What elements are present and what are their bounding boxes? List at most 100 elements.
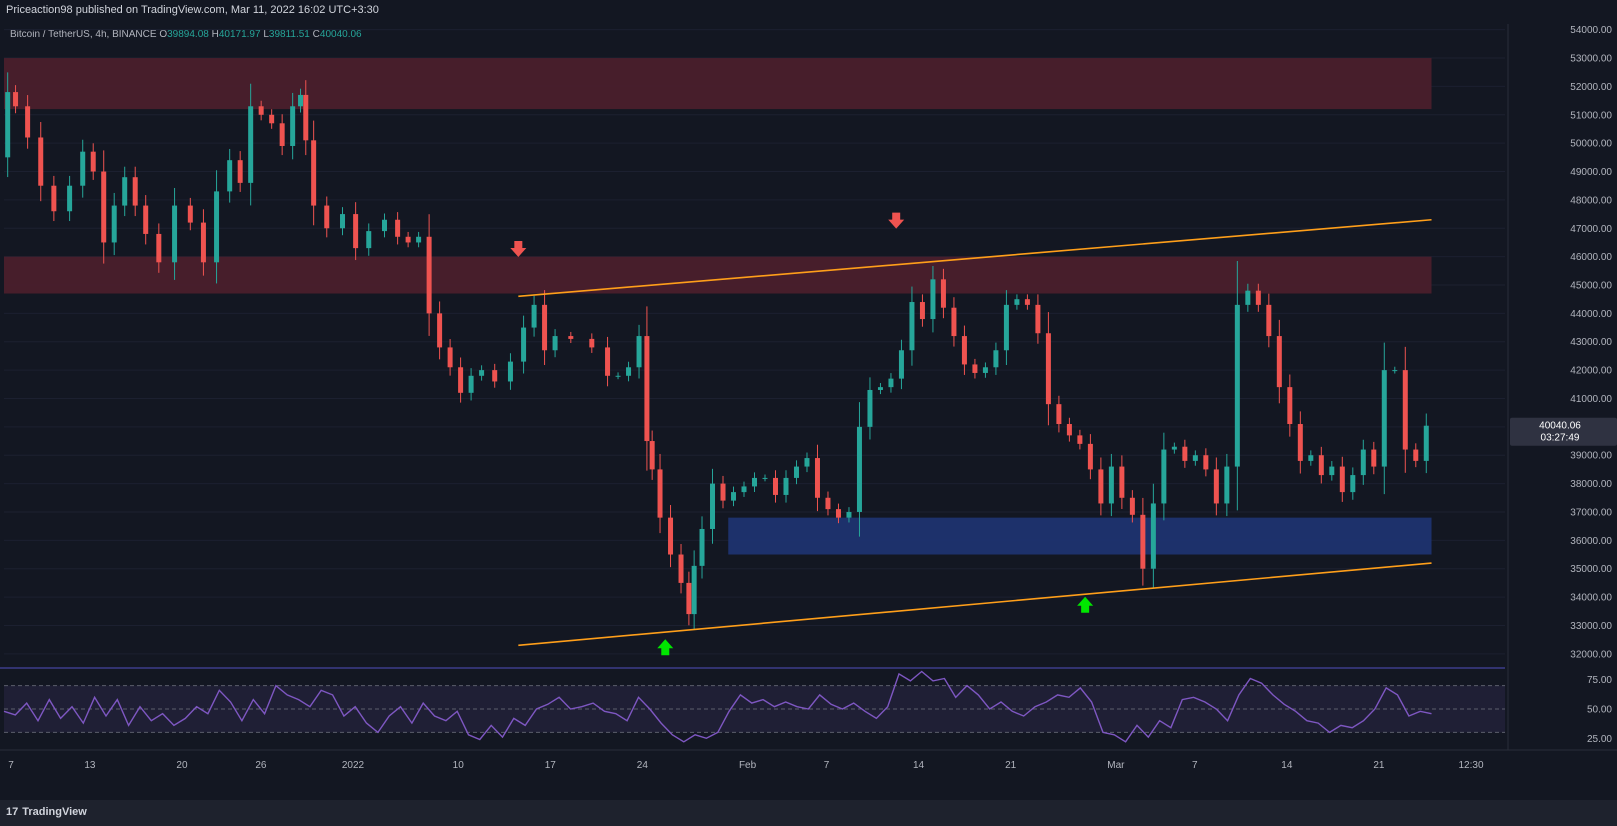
publish-header: Priceaction98 published on TradingView.c… [0,0,1617,24]
candle-body [458,367,464,393]
candle-body [1371,449,1377,467]
candle-body [720,483,726,501]
candle-body [80,151,86,186]
candle-body [568,336,574,339]
rsi-tick-label: 25.00 [1587,734,1612,745]
candle-body [783,477,789,495]
candle-body [90,151,96,172]
candle-body [101,171,107,243]
candle-body [1140,514,1146,569]
symbol-name[interactable]: Bitcoin / TetherUS, 4h, BINANCE [10,29,157,40]
time-tick-label: 21 [1373,760,1385,771]
low-label: L [263,29,269,40]
candle-body [1014,299,1020,305]
time-tick-label: 7 [1192,760,1198,771]
price-tick-label: 35000.00 [1570,564,1612,575]
price-axis-bg [1508,24,1617,750]
price-tick-label: 36000.00 [1570,536,1612,547]
candle-body [1087,443,1093,470]
candle-body [1287,387,1293,425]
candle-body [846,511,852,518]
arrow-down-icon [510,240,527,257]
last-price-value: 40040.06 [1539,421,1581,432]
candle-body [649,441,655,470]
candle-body [1119,466,1125,498]
candle-body [187,205,193,223]
price-tick-label: 44000.00 [1570,309,1612,320]
candle-body [1171,446,1177,450]
candle-body [1024,299,1030,305]
candle-body [741,486,747,493]
candle-body [1129,497,1135,515]
trendline-upper-channel [518,218,1432,298]
candle-body [856,426,862,512]
candle-body [626,367,632,376]
candle-body [405,236,411,243]
time-tick-label: Feb [739,760,757,771]
high-value: 40171.97 [218,29,261,40]
candle-body [1350,475,1356,493]
candle-body [1329,466,1335,476]
candle-body [930,279,936,320]
candle-body [1276,336,1282,388]
open-value: 39894.08 [167,29,209,40]
candle-body [156,233,162,263]
candle-body [1381,370,1387,467]
candle-body [982,367,988,373]
candle-body [1297,424,1303,461]
candle-body [867,389,873,427]
candle-body [1192,455,1198,461]
high-label: H [211,29,219,40]
candle-body [993,350,999,368]
price-tick-label: 41000.00 [1570,394,1612,405]
candle-body [1213,469,1219,504]
candle-body [657,469,663,518]
candle-body [143,205,149,234]
candle-body [1066,424,1072,436]
tradingview-logo[interactable]: 17 TradingView [6,806,87,818]
candle-body [1402,370,1408,450]
rsi-tick-label: 50.00 [1587,705,1612,716]
candle-body [1392,370,1398,372]
candle-body [825,497,831,510]
tradingview-logo-mark: 17 [6,806,19,818]
candle-body [668,517,674,555]
symbol-info: Bitcoin / TetherUS, 4h, BINANCE O39894.0… [10,29,362,40]
time-tick-label: 14 [1281,760,1293,771]
price-tick-label: 47000.00 [1570,224,1612,235]
candle-body [172,205,178,263]
candle-body [237,160,243,183]
publish-text: Priceaction98 published on TradingView.c… [6,4,379,16]
candle-body [303,94,309,141]
time-tick-label: 17 [545,760,557,771]
low-value: 39811.51 [268,29,310,40]
candle-body [752,477,757,487]
candle-body [1161,449,1167,504]
time-tick-label: 12:30 [1458,760,1483,771]
candle-body [269,114,275,124]
time-tick-label: 14 [913,760,925,771]
candle-body [437,313,443,348]
candle-body [1339,466,1345,493]
candle-body [644,336,650,442]
candle-body [111,205,117,243]
candle-body [531,304,537,328]
time-tick-label: 20 [176,760,188,771]
candle-body [731,492,737,501]
candle-body [1182,446,1188,461]
candle-body [814,458,820,498]
price-tick-label: 46000.00 [1570,252,1612,263]
time-tick-label: 13 [84,760,96,771]
last-price-badge [1510,417,1617,446]
arrow-up-icon [1077,596,1094,613]
candle-body [1423,425,1429,461]
candle-body [395,219,401,237]
last-price-countdown: 03:27:49 [1541,433,1580,444]
time-tick-label: 7 [8,760,14,771]
candle-body [1056,404,1062,425]
candle-body [1318,455,1324,476]
candle-body [1035,304,1041,334]
trendline-lower-channel [518,562,1432,647]
candle-body [1045,333,1051,405]
